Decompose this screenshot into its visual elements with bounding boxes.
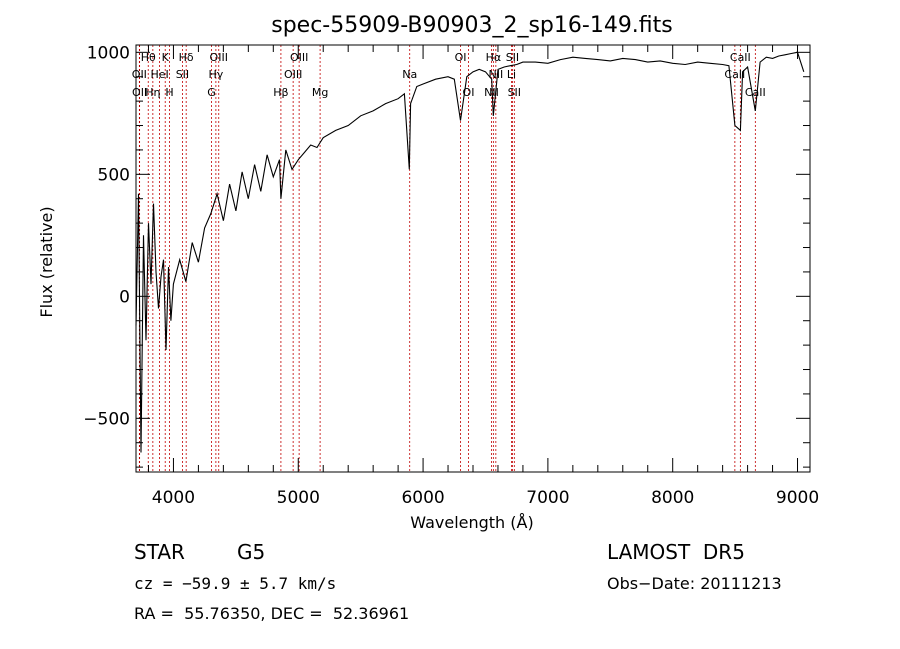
x-tick-label: 5000 [277, 488, 320, 508]
plot-frame [135, 44, 811, 473]
line-label: SII [176, 68, 189, 81]
line-label: OIII [210, 51, 228, 64]
chart-title: spec-55909-B90903_2_sp16-149.fits [271, 13, 673, 38]
x-axis-label: Wavelength (Å) [410, 513, 533, 532]
line-label: Hη [145, 86, 160, 99]
line-label: HeI [150, 68, 168, 81]
line-label: CaII [745, 86, 766, 99]
x-tick-label: 7000 [526, 488, 569, 508]
spectrum-series [135, 51, 805, 453]
line-label: OIII [290, 51, 308, 64]
line-label: G [207, 86, 216, 99]
line-label: Mg [312, 86, 328, 99]
object-class: STAR [134, 540, 185, 564]
line-label: SII [506, 51, 519, 64]
y-axis-label: Flux (relative) [37, 206, 56, 317]
x-tick-label: 6000 [401, 488, 444, 508]
line-label: Hθ [141, 51, 156, 64]
line-label: Na [402, 68, 417, 81]
line-label: OIII [284, 68, 302, 81]
line-label: H [165, 86, 173, 99]
survey-label: LAMOST DR5 [607, 540, 745, 564]
line-label: Hδ [179, 51, 194, 64]
y-tick-label: 500 [98, 165, 130, 185]
coordinates: RA = 55.76350, DEC = 52.36961 [134, 604, 410, 623]
y-tick-label: 1000 [87, 43, 130, 63]
x-tick-label: 4000 [152, 488, 195, 508]
line-label: OI [455, 51, 467, 64]
line-label: OI [463, 86, 475, 99]
emission-line-markers [138, 45, 756, 472]
y-tick-label: −500 [83, 409, 130, 429]
line-label: Hβ [273, 86, 288, 99]
line-label: NII [488, 68, 503, 81]
line-label: Li [507, 68, 516, 81]
x-tick-label: 9000 [776, 488, 819, 508]
line-label: CaII [730, 51, 751, 64]
redshift-velocity: cz = −59.9 ± 5.7 km/s [134, 574, 337, 593]
line-label: OII [132, 68, 147, 81]
observation-date: Obs−Date: 20111213 [607, 574, 782, 593]
line-label: SII [508, 86, 521, 99]
line-label: K [162, 51, 170, 64]
axis-tick-labels: 4000 5000 6000 7000 8000 9000 −500 0 500 1000 [83, 43, 819, 508]
line-label: Hα [486, 51, 502, 64]
spectral-subclass: G5 [237, 540, 266, 564]
axis-ticks [136, 45, 810, 472]
line-label: Hγ [208, 68, 223, 81]
y-tick-label: 0 [119, 287, 130, 307]
x-tick-label: 8000 [651, 488, 694, 508]
